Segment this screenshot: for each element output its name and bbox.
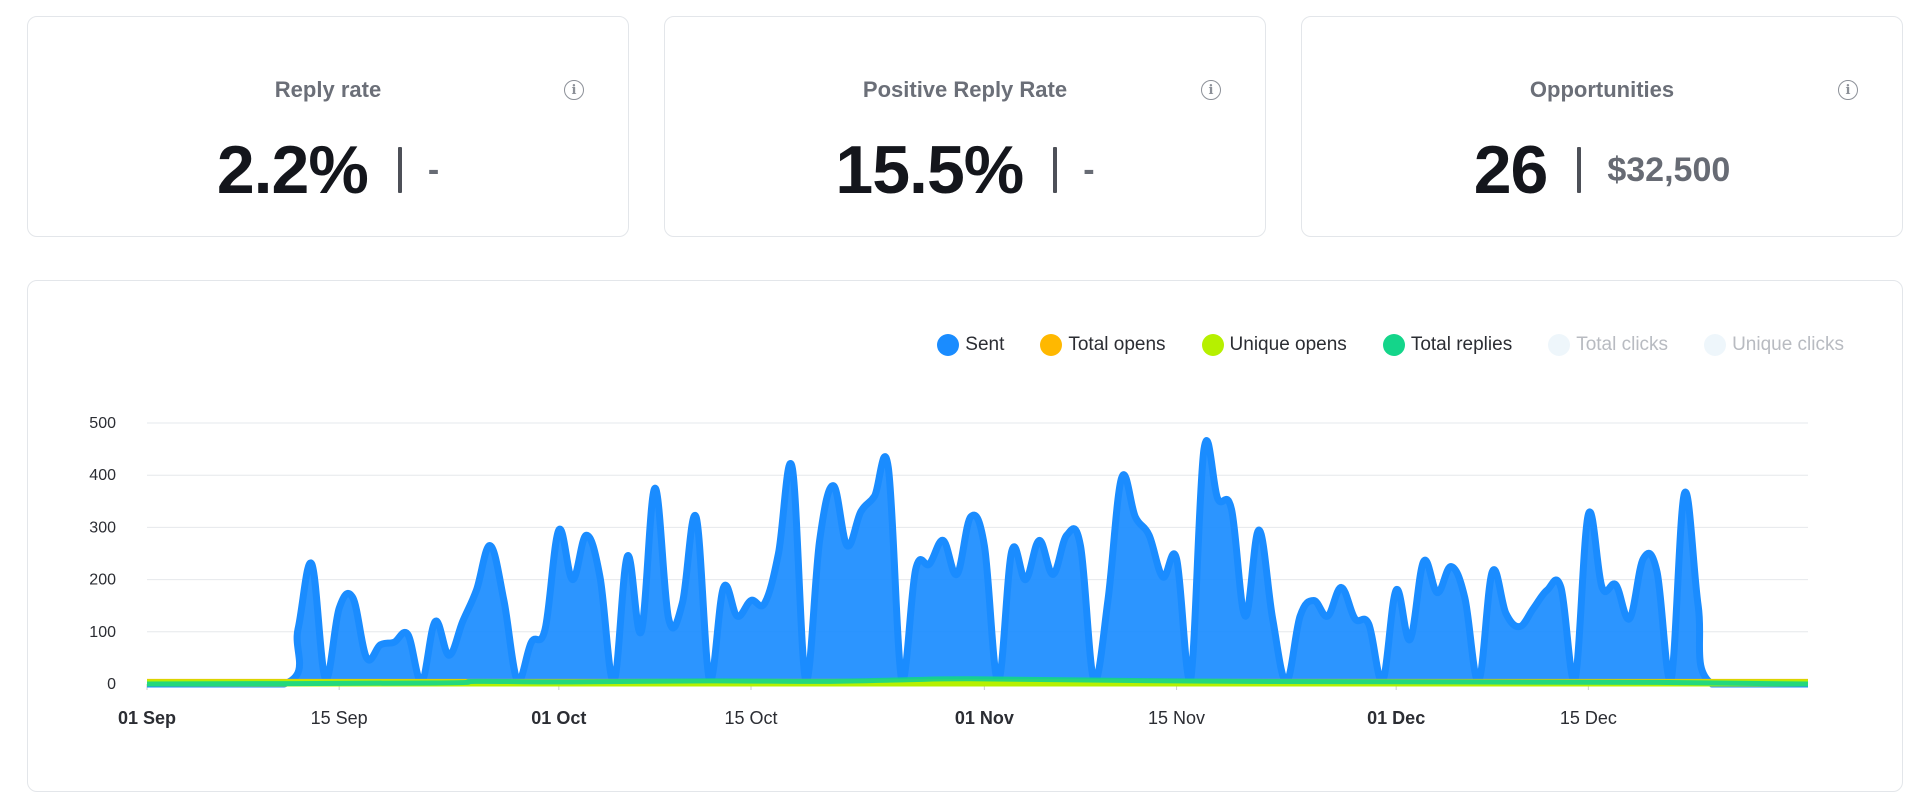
y-tick-label: 100	[89, 624, 116, 641]
x-tick-label: 15 Nov	[1148, 708, 1205, 728]
stat-divider	[1577, 147, 1582, 193]
legend-dot	[937, 334, 960, 356]
opportunities-count: 26	[1473, 132, 1549, 208]
stat-divider	[397, 147, 402, 193]
info-icon[interactable]: i	[1838, 80, 1858, 100]
positive-reply-rate-card: Positive Reply Rate i 15.5% -	[664, 16, 1266, 237]
legend-label: Sent	[965, 334, 1005, 355]
x-tick-label: 15 Sep	[311, 708, 368, 728]
x-tick-label: 15 Dec	[1560, 708, 1617, 728]
analytics-chart: 0 100 200 300 400 500 01 Sep 15 Sep 01 Oct 15 Oct…	[89, 415, 1809, 728]
legend-dot	[1382, 334, 1405, 356]
y-tick-label: 500	[89, 415, 116, 432]
legend-label: Total opens	[1068, 334, 1166, 355]
x-tick-label: 01 Nov	[955, 708, 1014, 728]
legend-dot	[1040, 334, 1063, 356]
reply-rate-sub: -	[427, 150, 440, 189]
y-tick-label: 200	[89, 572, 116, 589]
opportunities-title: Opportunities	[1529, 77, 1675, 102]
legend-item-unique-clicks[interactable]: Unique clicks	[1704, 334, 1844, 356]
y-tick-label: 400	[89, 467, 116, 484]
series-line-total-replies	[146, 676, 1809, 687]
legend-label: Unique opens	[1229, 334, 1347, 355]
legend-label: Unique clicks	[1732, 334, 1844, 355]
reply-rate-title: Reply rate	[274, 77, 382, 102]
positive-reply-rate-sub: -	[1083, 150, 1095, 189]
series-area-sent	[147, 440, 1808, 684]
y-tick-label: 300	[89, 519, 116, 536]
x-tick-label: 01 Oct	[531, 708, 586, 728]
legend-item-total-clicks[interactable]: Total clicks	[1548, 334, 1668, 356]
y-tick-label: 0	[107, 676, 116, 693]
legend-item-unique-opens[interactable]: Unique opens	[1201, 334, 1347, 356]
stat-divider	[1053, 147, 1058, 193]
positive-reply-rate-title: Positive Reply Rate	[862, 77, 1068, 102]
x-tick-label: 01 Sep	[118, 708, 176, 728]
legend-dot	[1704, 334, 1727, 356]
x-tick-label: 15 Oct	[724, 708, 777, 728]
info-icon[interactable]: i	[1201, 80, 1221, 100]
opportunities-card: Opportunities i 26 $32,500	[1301, 16, 1903, 237]
legend-item-sent[interactable]: Sent	[937, 334, 1004, 356]
legend-dot	[1548, 334, 1571, 356]
legend-item-total-replies[interactable]: Total replies	[1382, 334, 1513, 356]
reply-rate-value: 2.2%	[216, 132, 369, 208]
reply-rate-card: Reply rate i 2.2% -	[27, 16, 629, 237]
legend-label: Total clicks	[1576, 334, 1669, 355]
chart-legend: Sent Total opens Unique opens Total replies…	[901, 334, 1844, 356]
legend-dot	[1201, 334, 1224, 356]
campaign-analytics-chart-card: 0 100 200 300 400 500 01 Sep 15 Sep 01 Oct 15 Oct…	[27, 280, 1903, 792]
legend-item-total-opens[interactable]: Total opens	[1040, 334, 1166, 356]
x-tick-label: 01 Dec	[1367, 708, 1425, 728]
legend-label: Total replies	[1410, 334, 1513, 355]
info-icon[interactable]: i	[564, 80, 584, 100]
opportunities-value: $32,500	[1607, 150, 1731, 189]
positive-reply-rate-value: 15.5%	[835, 132, 1024, 208]
